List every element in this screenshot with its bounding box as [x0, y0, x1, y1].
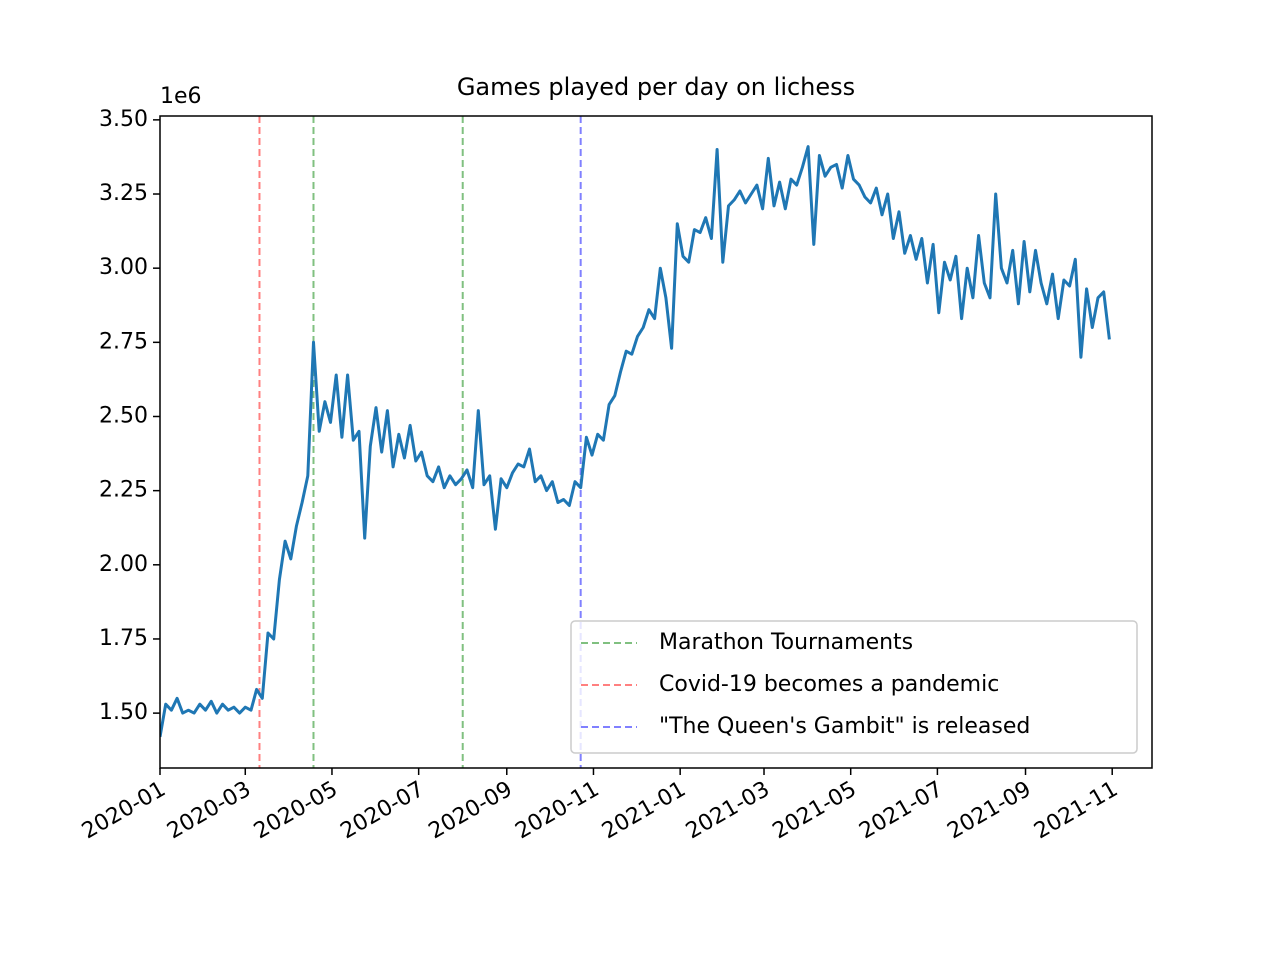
y-tick-label: 3.00 [99, 255, 148, 280]
y-tick-label: 3.25 [99, 181, 148, 206]
y-tick-label: 2.25 [99, 478, 148, 503]
legend-label: Marathon Tournaments [659, 630, 913, 655]
y-tick-label: 2.75 [99, 329, 148, 354]
data-line [160, 145, 1111, 738]
y-tick-label: 2.00 [99, 552, 148, 577]
legend-label: "The Queen's Gambit" is released [659, 714, 1030, 739]
legend-box [570, 620, 1138, 754]
plot-frame [159, 115, 1153, 769]
y-tick-label: 2.50 [99, 403, 148, 428]
y-offset-label: 1e6 [160, 84, 202, 109]
y-tick-label: 1.50 [99, 700, 148, 725]
y-tick-label: 1.75 [99, 626, 148, 651]
legend-label: Covid-19 becomes a pandemic [659, 672, 999, 697]
y-tick-label: 3.50 [99, 107, 148, 132]
chart-title: Games played per day on lichess [457, 73, 855, 101]
